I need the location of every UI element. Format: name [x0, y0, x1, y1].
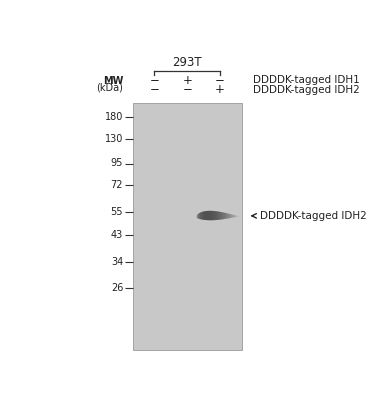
Text: 34: 34	[111, 257, 123, 267]
Text: 293T: 293T	[173, 56, 202, 69]
Text: DDDDK-tagged IDH2: DDDDK-tagged IDH2	[260, 211, 367, 221]
Text: −: −	[150, 83, 160, 96]
Text: 72: 72	[111, 180, 123, 190]
Text: 180: 180	[105, 112, 123, 122]
Text: 95: 95	[111, 158, 123, 168]
Text: +: +	[215, 83, 225, 96]
Text: (kDa): (kDa)	[96, 83, 123, 93]
Text: −: −	[182, 83, 192, 96]
Text: DDDDK-tagged IDH2: DDDDK-tagged IDH2	[253, 84, 360, 94]
Text: 43: 43	[111, 230, 123, 240]
Text: −: −	[150, 74, 160, 87]
Text: 26: 26	[111, 283, 123, 293]
Text: +: +	[182, 74, 192, 87]
Text: 55: 55	[111, 207, 123, 217]
Text: MW: MW	[103, 76, 123, 86]
FancyBboxPatch shape	[133, 104, 242, 350]
Text: DDDDK-tagged IDH1: DDDDK-tagged IDH1	[253, 75, 360, 85]
Text: 130: 130	[105, 134, 123, 144]
Text: −: −	[215, 74, 225, 87]
